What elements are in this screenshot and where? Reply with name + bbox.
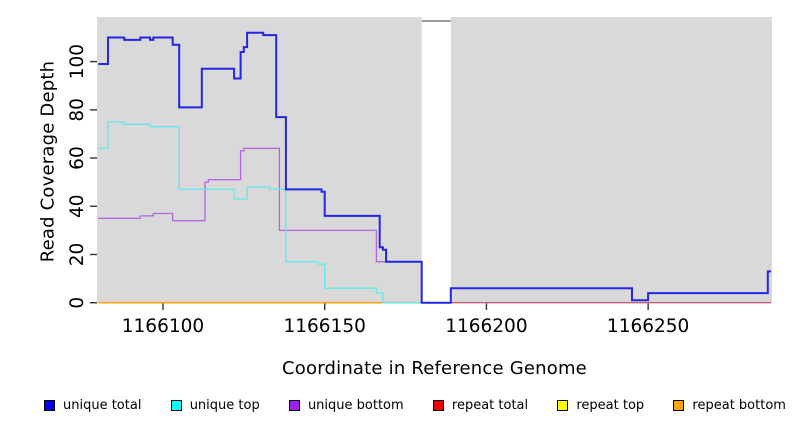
gap-top-line <box>421 20 451 22</box>
no-data-gap-band <box>421 16 451 305</box>
x-tick-label: 1166150 <box>283 316 365 337</box>
x-axis-label: Coordinate in Reference Genome <box>282 358 587 379</box>
legend-label-repeat-bottom: repeat bottom <box>692 398 786 413</box>
legend-label-unique-bottom: unique bottom <box>307 398 404 413</box>
legend-item-repeat-top: repeat top <box>557 398 644 413</box>
legend: unique total unique top unique bottom repea… <box>44 398 786 413</box>
legend-item-unique-top: unique top <box>170 398 260 413</box>
legend-label-repeat-total: repeat total <box>451 398 529 413</box>
legend-swatch-unique-total <box>44 400 55 411</box>
legend-label-unique-total: unique total <box>63 398 142 413</box>
legend-item-repeat-bottom: repeat bottom <box>673 398 786 413</box>
y-axis-label: Read Coverage Depth <box>37 60 59 263</box>
y-tick-label: 40 <box>67 194 88 218</box>
legend-swatch-repeat-total <box>432 400 444 411</box>
legend-item-unique-total: unique total <box>44 398 141 413</box>
y-tick-label: 100 <box>67 44 88 79</box>
legend-swatch-unique-top <box>170 400 182 411</box>
series-unique-bottom <box>98 147 422 263</box>
y-tick-label: 0 <box>67 297 88 309</box>
x-tick-label: 1166200 <box>445 316 527 337</box>
x-tick-label: 1166100 <box>122 316 204 337</box>
y-tick-label: 60 <box>67 146 88 170</box>
series-unique-total <box>98 31 771 304</box>
legend-label-unique-top: unique top <box>189 398 260 413</box>
x-tick-label: 1166250 <box>607 316 689 337</box>
y-tick-label: 80 <box>67 98 88 122</box>
legend-swatch-repeat-top <box>557 400 569 411</box>
y-tick-label: 20 <box>67 243 88 267</box>
legend-item-unique-bottom: unique bottom <box>288 398 404 413</box>
legend-item-repeat-total: repeat total <box>432 398 529 413</box>
series-unique-top <box>98 121 422 304</box>
legend-swatch-unique-bottom <box>288 400 300 411</box>
legend-swatch-repeat-bottom <box>673 400 685 411</box>
legend-label-repeat-top: repeat top <box>576 398 645 413</box>
